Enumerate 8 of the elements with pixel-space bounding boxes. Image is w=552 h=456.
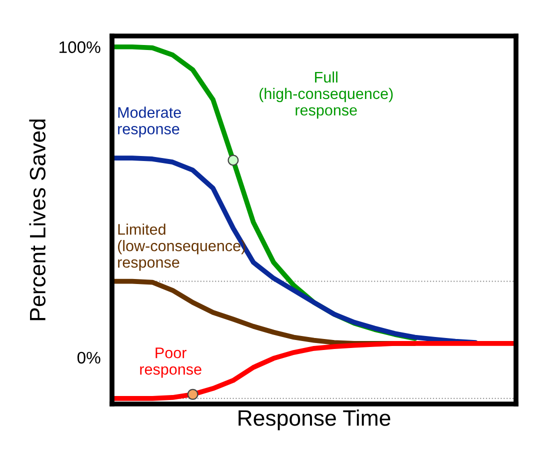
- series-label: Moderate response: [118, 106, 181, 138]
- y-axis-title: Percent Lives Saved: [29, 120, 46, 320]
- y-tick-label: 100%: [60, 41, 100, 54]
- y-tick-label: 0%: [77, 352, 100, 364]
- series-label: Poor response: [140, 348, 202, 378]
- text: Full (high-consequence) response: [260, 71, 393, 119]
- x-axis-title: Response Time: [238, 410, 390, 430]
- line-series: [112, 341, 516, 401]
